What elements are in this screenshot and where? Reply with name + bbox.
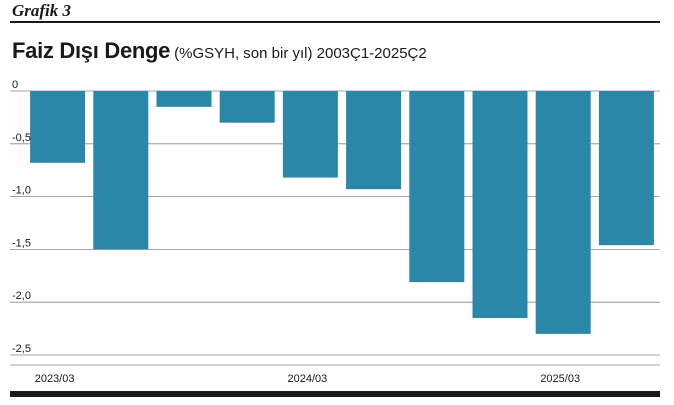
x-tick-labels: 2023/03 2024/03 2025/03 xyxy=(35,373,580,385)
x-tick-label: 2025/03 xyxy=(540,373,580,385)
bar-2023-09 xyxy=(156,91,212,107)
y-tick-label: -1,5 xyxy=(12,237,31,249)
chart-subtitle: (%GSYH, son bir yıl) 2003Ç1-2025Ç2 xyxy=(174,45,427,62)
bar-2024-03 xyxy=(282,91,338,178)
chart-title: Faiz Dışı Denge xyxy=(12,38,171,63)
y-tick-label: -2,0 xyxy=(12,290,31,302)
bar-2024-12 xyxy=(472,91,528,319)
x-tick-label: 2023/03 xyxy=(35,373,75,385)
y-tick-label: -2,5 xyxy=(12,343,31,355)
bar-2025-06 xyxy=(598,91,654,246)
bar-2023-12 xyxy=(219,91,275,123)
bar-2025-03 xyxy=(535,91,591,334)
bar-2023-06 xyxy=(93,91,149,250)
y-tick-labels: 0 -0,5 -1,0 -1,5 -2,0 -2,5 xyxy=(12,79,31,355)
top-rule xyxy=(10,21,660,23)
figure-label: Grafik 3 xyxy=(12,1,72,20)
bar-2024-06 xyxy=(346,91,402,190)
chart-title-row: Faiz Dışı Denge (%GSYH, son bir yıl) 2003… xyxy=(12,38,427,64)
bars xyxy=(30,91,654,334)
bar-2024-09 xyxy=(409,91,465,283)
x-tick-label: 2024/03 xyxy=(288,373,328,385)
bottom-rule xyxy=(10,391,660,397)
bar-2023-03 xyxy=(30,91,86,163)
y-tick-label: 0 xyxy=(12,79,18,91)
y-tick-label: -1,0 xyxy=(12,185,31,197)
y-tick-label: -0,5 xyxy=(12,132,31,144)
